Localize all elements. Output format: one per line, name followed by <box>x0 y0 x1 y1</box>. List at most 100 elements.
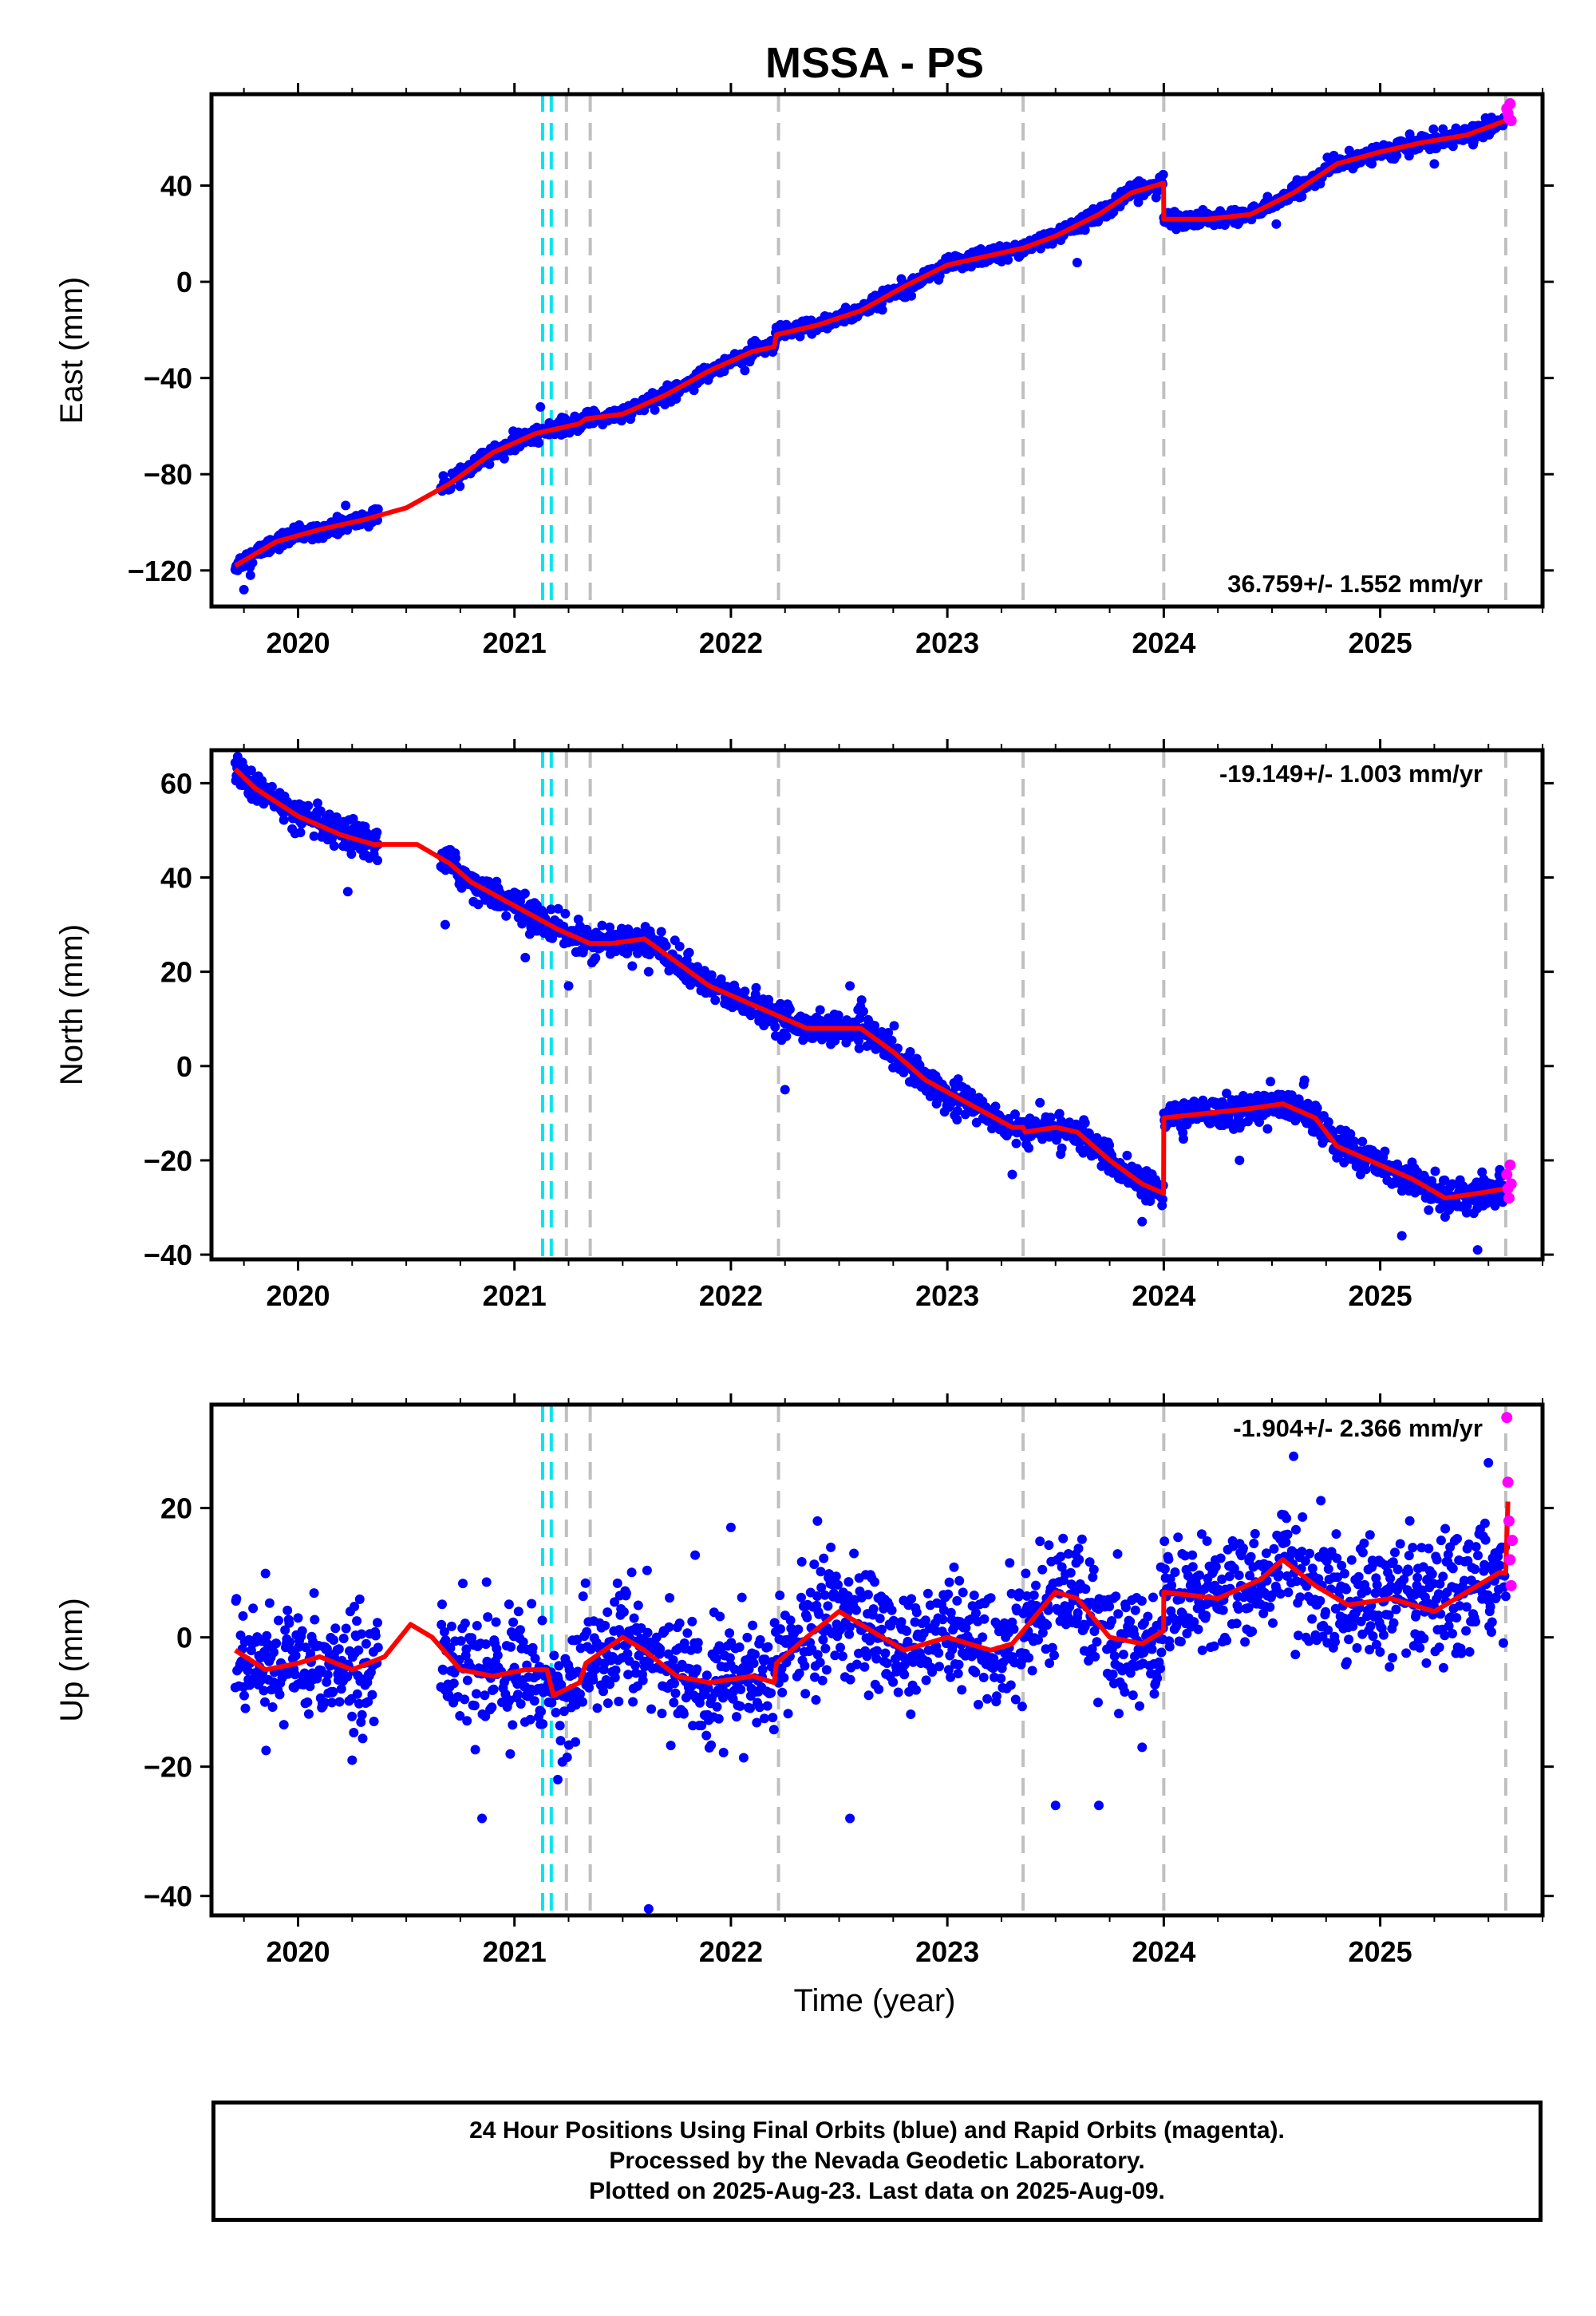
data-point <box>701 1670 712 1681</box>
data-point <box>990 1658 1000 1669</box>
data-point <box>1058 1533 1069 1543</box>
data-point <box>352 1689 362 1699</box>
data-point <box>893 1687 903 1697</box>
data-point <box>580 1578 591 1588</box>
data-point <box>248 1603 259 1614</box>
data-point <box>755 1634 765 1645</box>
data-point <box>623 1670 634 1680</box>
data-point <box>1380 1146 1390 1156</box>
data-point <box>809 1559 820 1570</box>
data-point <box>1049 1650 1059 1661</box>
data-point <box>996 1674 1006 1684</box>
data-point <box>859 1662 870 1672</box>
data-point <box>967 1601 978 1611</box>
data-point <box>646 1704 657 1714</box>
data-point <box>823 1601 833 1611</box>
data-point <box>793 1624 804 1634</box>
data-point <box>826 1542 836 1552</box>
data-point <box>285 1637 295 1647</box>
data-point <box>1104 1140 1115 1150</box>
x-tick-label: 2020 <box>266 626 330 659</box>
data-point <box>547 933 558 943</box>
data-point <box>954 1659 964 1670</box>
data-point <box>1021 1591 1032 1601</box>
data-point <box>267 781 277 792</box>
data-point <box>527 1642 538 1653</box>
data-point <box>519 888 530 899</box>
data-point <box>1035 1536 1045 1547</box>
data-point <box>811 1695 821 1705</box>
data-point <box>269 1647 279 1658</box>
data-point <box>1031 1601 1041 1611</box>
data-point <box>1031 1580 1041 1591</box>
x-tick-label: 2025 <box>1349 626 1412 659</box>
data-point <box>262 1630 272 1641</box>
data-point <box>614 1697 624 1706</box>
data-point <box>1029 1590 1039 1600</box>
data-point <box>887 1605 897 1615</box>
data-point <box>949 1562 959 1572</box>
data-point <box>863 1690 874 1701</box>
data-point <box>780 1085 790 1095</box>
data-point <box>990 1101 1001 1112</box>
data-point <box>555 1736 566 1746</box>
data-point <box>508 1720 518 1730</box>
data-point <box>1007 1169 1017 1180</box>
data-point <box>703 1682 713 1693</box>
data-point <box>591 953 601 963</box>
data-point <box>899 1670 910 1680</box>
data-point <box>794 1668 804 1678</box>
data-point <box>920 1615 930 1626</box>
data-point <box>264 1598 275 1608</box>
data-point <box>690 1550 701 1560</box>
data-point <box>1158 169 1168 180</box>
data-point <box>957 1685 967 1695</box>
data-point <box>1073 1608 1083 1618</box>
data-point <box>513 1607 523 1617</box>
data-point <box>821 1665 832 1675</box>
data-point <box>737 1592 747 1603</box>
data-point <box>849 1548 859 1559</box>
data-point <box>554 1661 564 1671</box>
data-point <box>784 1004 795 1014</box>
data-point <box>239 584 249 595</box>
data-point <box>469 1701 480 1711</box>
data-point <box>1222 1089 1232 1099</box>
data-point <box>725 1653 735 1663</box>
data-point <box>1011 1138 1021 1148</box>
data-point <box>357 1629 366 1639</box>
data-point <box>815 1005 825 1015</box>
data-point <box>966 1087 977 1097</box>
data-point <box>584 1682 595 1693</box>
data-point <box>1072 257 1082 267</box>
data-point <box>812 1591 822 1601</box>
data-point <box>602 1607 613 1618</box>
data-point <box>666 1741 676 1751</box>
y-axis-label: North (mm) <box>54 924 89 1085</box>
data-point <box>880 1648 891 1658</box>
data-point <box>682 1628 693 1638</box>
data-point <box>322 1670 333 1680</box>
data-point <box>1490 1200 1500 1211</box>
data-point <box>642 1627 653 1638</box>
data-point <box>1037 1627 1048 1638</box>
data-point <box>246 765 256 776</box>
data-point <box>633 1600 643 1611</box>
data-point <box>536 1706 546 1717</box>
data-point <box>943 1665 954 1675</box>
data-point <box>1448 1179 1457 1189</box>
data-point <box>438 1665 448 1675</box>
data-point <box>776 998 785 1009</box>
data-point <box>946 1672 956 1682</box>
data-point <box>553 903 563 914</box>
data-point <box>239 1690 249 1701</box>
data-point <box>1266 1077 1276 1087</box>
data-point <box>571 1737 581 1747</box>
data-point <box>938 1614 948 1625</box>
data-point <box>907 1594 917 1604</box>
rate-label: 36.759+/- 1.552 mm/yr <box>1227 570 1483 598</box>
data-point <box>1080 1118 1090 1128</box>
data-point <box>734 1642 745 1652</box>
